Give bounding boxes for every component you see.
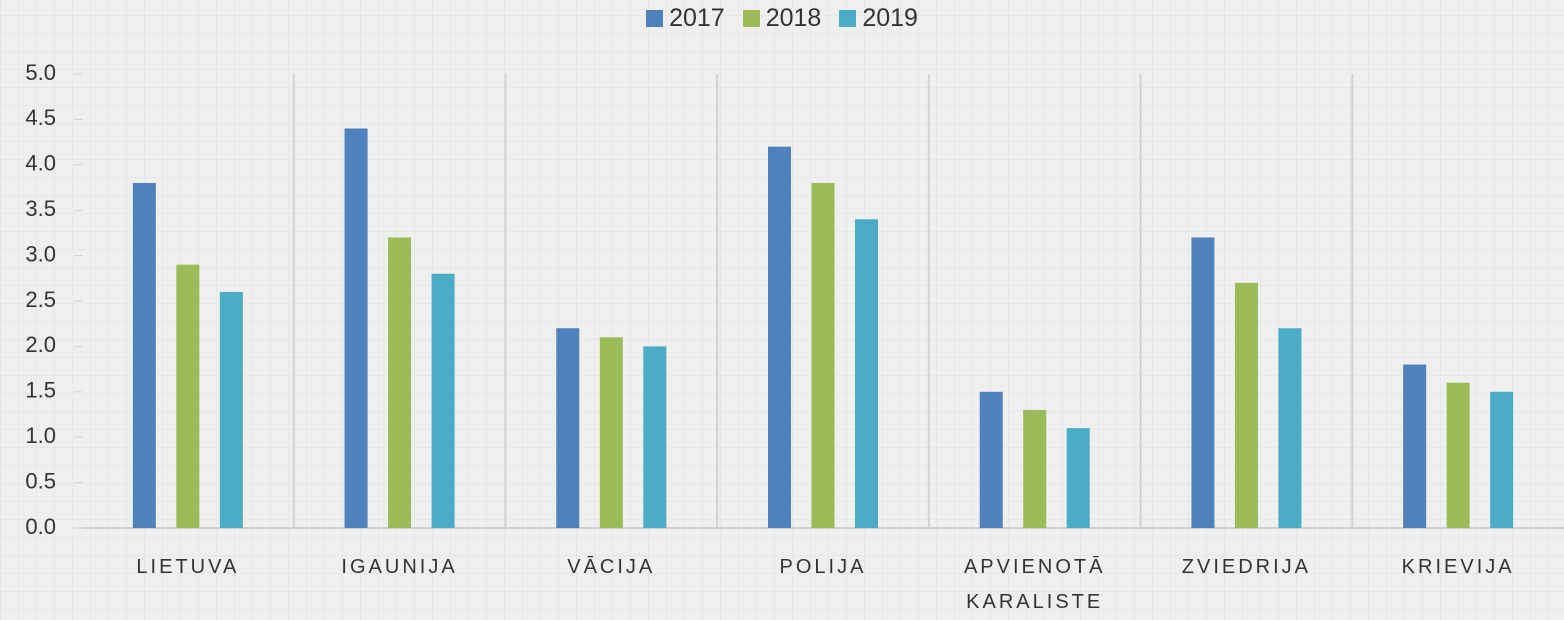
y-tick-label: 4.5 [25,105,56,130]
bar [388,237,412,528]
x-tick-label: KRIEVIJA [1401,556,1515,578]
bar [855,219,878,528]
y-tick-label: 2.5 [25,287,56,312]
x-tick-label: APVIENOTĀ KARALISTE [963,556,1106,613]
legend-label: 2019 [862,4,918,32]
bar [1446,382,1470,528]
legend-label: 2018 [765,4,822,32]
legend-item: 2017 [646,4,725,33]
legend-swatch [742,10,760,27]
bar [431,273,455,528]
bar [1066,428,1090,528]
y-tick-label: 0.5 [25,468,56,493]
bar [132,182,156,528]
bar [1490,391,1514,528]
x-tick-label: POLIJA [779,556,867,578]
y-tick-label: 4.0 [25,151,56,176]
legend-swatch [839,10,857,27]
bar [1278,328,1302,528]
y-tick-label: 3.0 [25,241,56,266]
y-tick-label: 0.0 [25,514,56,539]
bar [1403,364,1427,528]
bar [599,337,623,528]
bar [556,328,580,528]
bar [643,346,667,528]
legend-item: 2018 [742,4,822,33]
bar [219,291,243,528]
y-tick-label: 1.0 [25,423,56,448]
bar [1234,282,1258,528]
y-tick-label: 2.0 [25,332,56,357]
bar [979,391,1003,528]
y-tick-label: 1.5 [25,378,56,403]
legend-item: 2019 [839,4,918,33]
y-tick-label: 5.0 [25,60,56,85]
x-tick-label: LIETUVA [136,556,240,578]
x-tick-label: VĀCIJA [567,556,656,578]
y-tick-label: 3.5 [25,196,56,221]
bar [344,128,368,529]
bar [1023,409,1047,528]
legend-swatch [646,10,664,27]
bar [768,146,791,528]
legend-label: 2017 [669,4,725,32]
x-tick-label: ZVIEDRIJA [1181,556,1312,578]
legend: 2017 2018 2019 [0,4,1564,33]
bar [176,264,200,528]
x-tick-label: IGAUNIJA [341,556,458,578]
bar [811,182,835,528]
bar [1191,237,1215,528]
